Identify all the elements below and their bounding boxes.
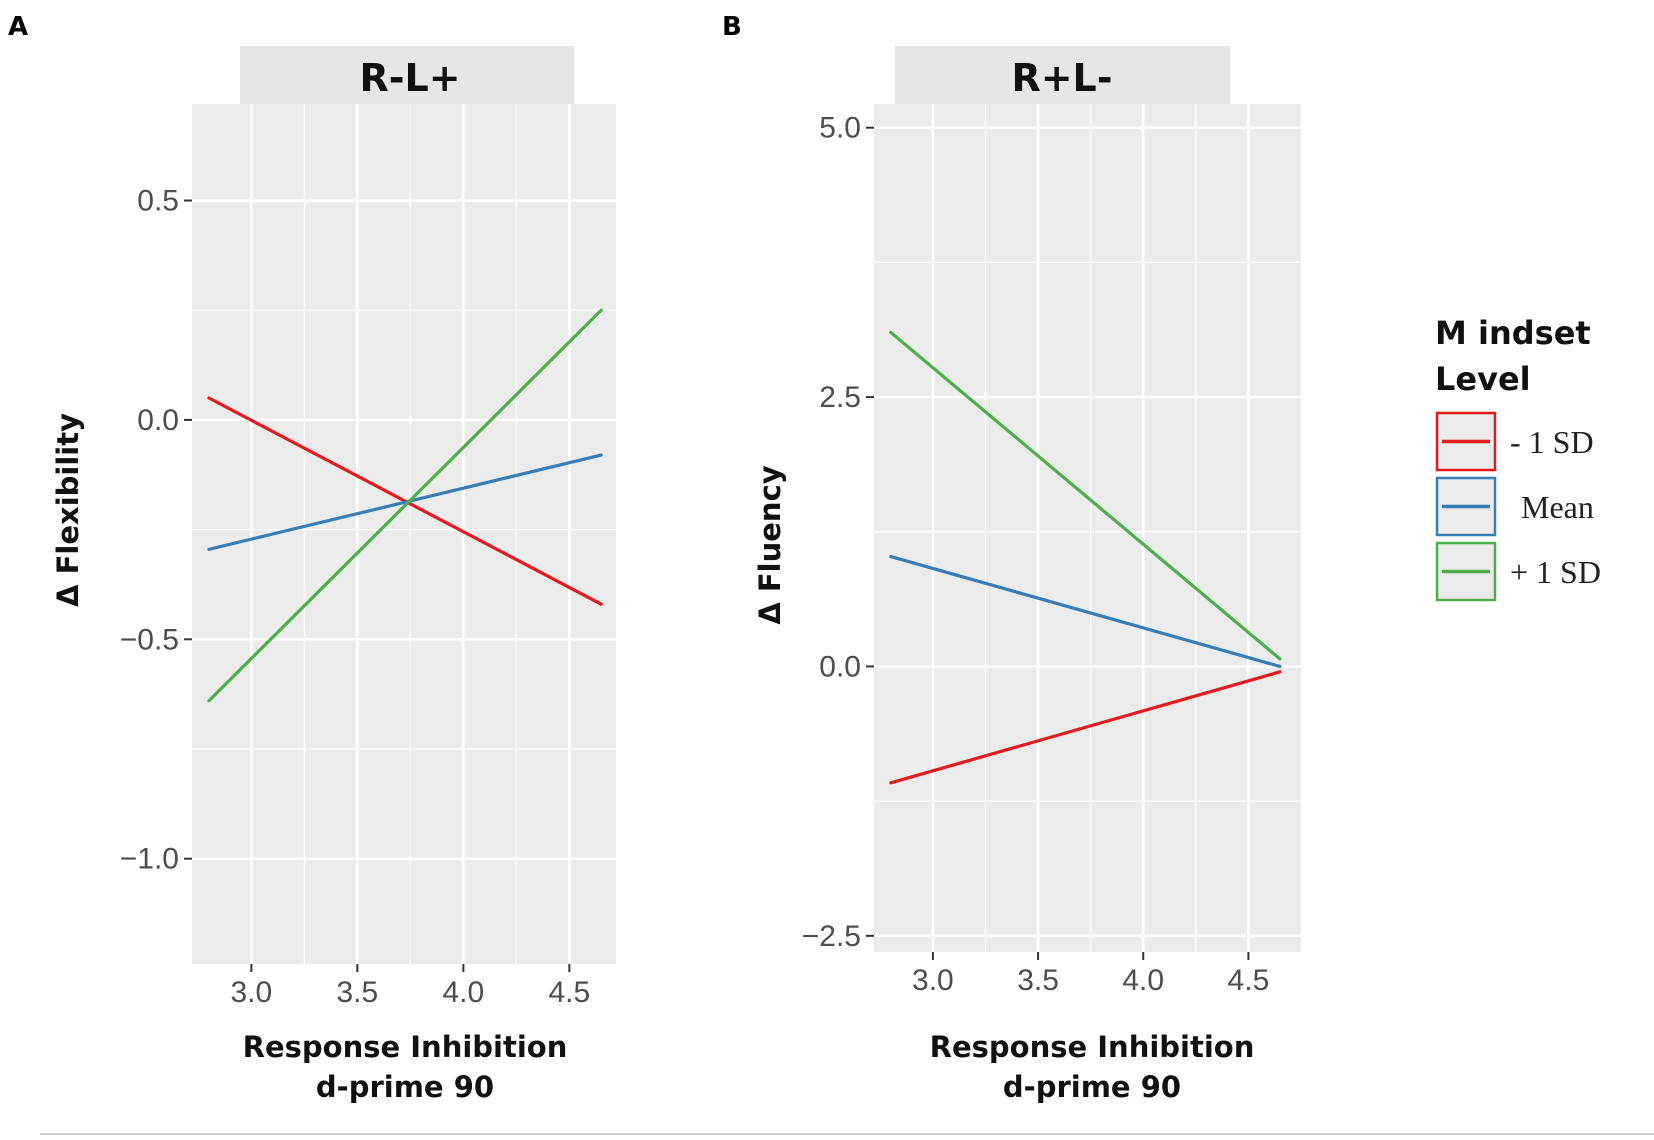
panel-a-xtick-label: 4.0 — [443, 976, 485, 1009]
legend-label-plus-1sd: + 1 SD — [1510, 554, 1601, 590]
panel-b-ytick-label: 0.0 — [819, 650, 861, 683]
panel-a-xlabel-line1: Response Inhibition — [243, 1030, 568, 1064]
panel-letter-a: A — [8, 12, 28, 42]
panel-b-xlabel-line1: Response Inhibition — [930, 1030, 1255, 1064]
legend-label-mean: Mean — [1521, 489, 1594, 525]
panel-a-xtick-label: 3.5 — [337, 976, 379, 1009]
panel-b-ytick-label: 5.0 — [819, 112, 861, 145]
panel-letter-b: B — [722, 12, 742, 42]
strip-b-title: R+L- — [1011, 56, 1112, 100]
panel-a-xtick-label: 3.0 — [231, 976, 273, 1009]
panel-a-xlabel-line2: d-prime 90 — [316, 1070, 494, 1104]
panel-b-ylabel: Δ Fluency — [753, 465, 787, 624]
panel-a-ytick-label: 0.0 — [137, 404, 179, 437]
panel-b-xtick-label: 3.5 — [1017, 964, 1059, 997]
panel-b-xtick-label: 4.0 — [1122, 964, 1164, 997]
panel-a-ylabel: Δ Flexibility — [51, 413, 85, 607]
panel-b-xlabel-line2: d-prime 90 — [1003, 1070, 1181, 1104]
panel-a-xtick-label: 4.5 — [549, 976, 591, 1009]
panel-b-plot-background — [874, 104, 1301, 952]
panel-b-xtick-label: 3.0 — [912, 964, 954, 997]
legend-title-line1: M indset — [1435, 314, 1591, 352]
legend-keys: - 1 SD Mean + 1 SD — [1437, 413, 1601, 600]
panel-b-ytick-label: −2.5 — [802, 920, 861, 953]
panel-b-xtick-label: 4.5 — [1228, 964, 1270, 997]
legend-title-line2: Level — [1435, 360, 1531, 398]
panel-a-ytick-label: −1.0 — [120, 843, 179, 876]
panel-a-ytick-label: 0.5 — [137, 185, 179, 218]
panel-b-ytick-label: 2.5 — [819, 381, 861, 414]
panel-a-ytick-label: −0.5 — [120, 623, 179, 656]
strip-a-title: R-L+ — [359, 56, 460, 100]
panel-b: B R+L- 3.0 3.5 4.0 4.5 5.0 2.5 0.0 −2.5 Δ Fluen… — [722, 12, 1301, 1104]
panel-a: A R-L+ 3.0 3.5 4.0 4.5 0.5 0.0 −0.5 −1.0 Δ Flex… — [8, 12, 616, 1104]
figure: A R-L+ 3.0 3.5 4.0 4.5 0.5 0.0 −0.5 −1.0 Δ Flex… — [0, 0, 1654, 1140]
legend-label-minus-1sd: - 1 SD — [1510, 424, 1594, 460]
panel-a-plot-background — [192, 104, 616, 964]
legend: M indset Level - 1 SD Mean + 1 SD — [1435, 314, 1601, 600]
